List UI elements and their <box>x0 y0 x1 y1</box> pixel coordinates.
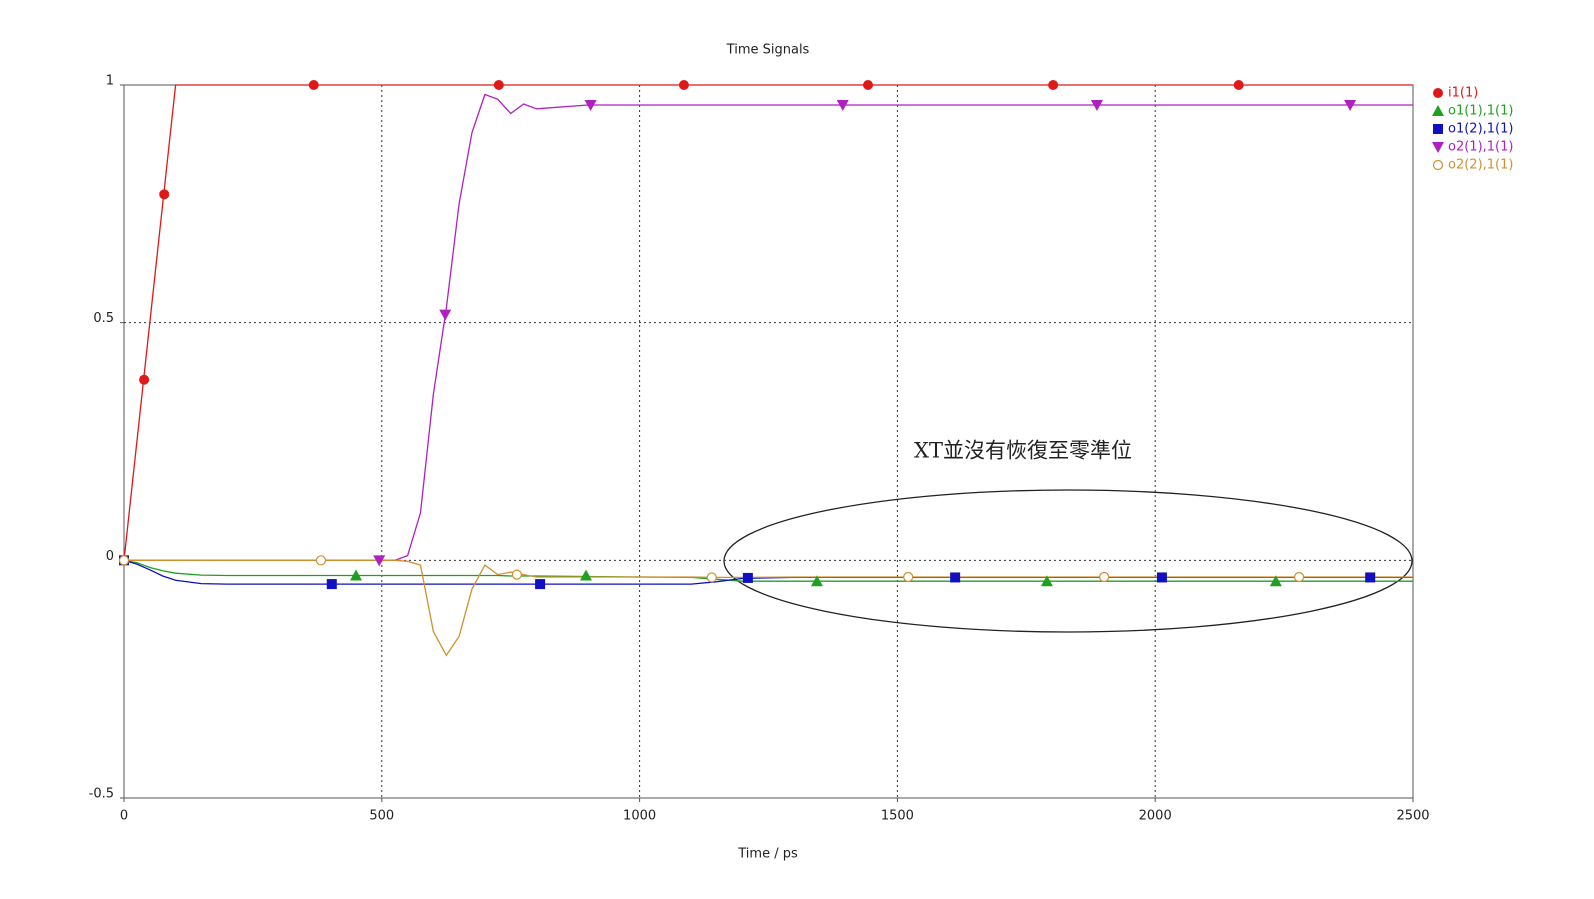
data-marker <box>493 80 504 90</box>
y-tick-label: -0.5 <box>89 787 114 802</box>
x-tick-label: 2000 <box>1139 809 1172 824</box>
data-marker <box>1040 575 1053 587</box>
data-marker <box>1293 571 1305 583</box>
legend-label: o1(2),1(1) <box>1448 122 1513 137</box>
legend-marker <box>1432 105 1444 116</box>
data-marker <box>118 555 130 566</box>
legend-marker <box>1432 159 1444 171</box>
series-line <box>123 559 1413 585</box>
x-tick-label: 1000 <box>623 809 656 824</box>
y-tick-label: 1 <box>106 74 114 89</box>
data-marker <box>308 80 319 90</box>
y-tick-label: 0.5 <box>93 311 114 326</box>
data-marker <box>1344 99 1357 111</box>
legend-label: o2(1),1(1) <box>1448 140 1513 155</box>
data-marker <box>1090 99 1103 111</box>
data-marker <box>950 572 961 583</box>
series-line <box>123 559 1413 582</box>
annotation: XT並沒有恢復至零準位 <box>914 439 1132 463</box>
data-marker <box>139 374 150 385</box>
data-marker <box>1233 80 1244 90</box>
data-marker <box>836 99 849 111</box>
data-marker <box>1269 575 1282 587</box>
x-tick-label: 2500 <box>1396 809 1429 824</box>
legend-label: o1(1),1(1) <box>1448 104 1513 119</box>
data-marker <box>1156 572 1167 583</box>
data-marker <box>584 99 597 111</box>
annotation-ellipse <box>723 489 1413 633</box>
legend-marker <box>1433 88 1443 98</box>
data-marker <box>863 80 874 90</box>
x-tick-label: 1500 <box>881 809 914 824</box>
plot-frame <box>123 84 1414 799</box>
series-line <box>124 93 1413 561</box>
data-marker <box>1048 80 1059 90</box>
chart-title: Time Signals <box>726 43 810 58</box>
data-marker <box>810 575 823 587</box>
x-tick-label: 0 <box>120 809 128 824</box>
data-marker <box>579 569 592 581</box>
legend-label: i1(1) <box>1448 86 1478 101</box>
data-marker <box>706 572 717 583</box>
data-marker <box>535 579 546 590</box>
series-line <box>123 84 1413 561</box>
data-marker <box>742 572 753 583</box>
data-marker <box>350 569 363 581</box>
legend-label: o2(2),1(1) <box>1448 158 1513 173</box>
data-marker <box>315 555 327 566</box>
legend-marker <box>1432 142 1444 153</box>
data-marker <box>511 569 522 580</box>
data-marker <box>678 80 689 90</box>
legend-marker <box>1433 124 1443 134</box>
x-axis-label: Time / ps <box>737 847 798 862</box>
data-marker <box>903 571 914 583</box>
data-marker <box>439 309 452 321</box>
y-tick-label: 0 <box>106 549 114 564</box>
data-marker <box>1099 571 1110 583</box>
data-marker <box>159 189 170 200</box>
data-marker <box>1365 572 1376 583</box>
x-tick-label: 500 <box>369 809 394 824</box>
data-marker <box>373 555 386 567</box>
data-marker <box>326 579 337 590</box>
series-line <box>124 559 1413 657</box>
